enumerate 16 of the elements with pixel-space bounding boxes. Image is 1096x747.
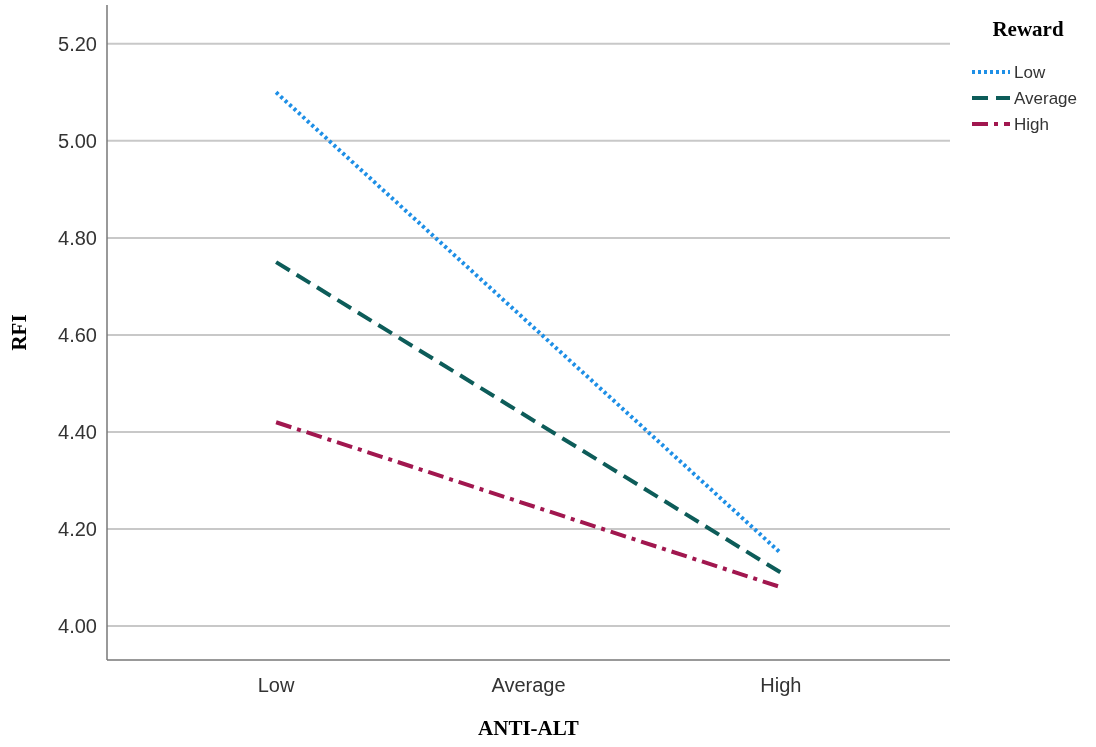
x-tick-label: Low bbox=[257, 674, 295, 696]
y-tick-label: 4.20 bbox=[58, 518, 97, 540]
x-tick-label: High bbox=[760, 674, 802, 696]
y-tick-label: 5.20 bbox=[58, 32, 97, 55]
y-tick-label: 4.60 bbox=[58, 323, 97, 346]
y-tick-label: 4.00 bbox=[58, 615, 97, 638]
legend-label: Average bbox=[1014, 88, 1078, 108]
legend-title: Reward bbox=[992, 17, 1064, 41]
x-axis-title: ANTI-ALT bbox=[478, 716, 579, 740]
y-tick-label: 4.80 bbox=[58, 226, 97, 249]
x-tick-label: Average bbox=[491, 674, 566, 696]
y-axis-title: RFI bbox=[7, 314, 31, 351]
legend-label: Low bbox=[1014, 62, 1046, 82]
y-tick-label: 4.40 bbox=[58, 420, 97, 443]
y-tick-label: 5.00 bbox=[58, 129, 97, 152]
legend-label: High bbox=[1014, 114, 1049, 134]
